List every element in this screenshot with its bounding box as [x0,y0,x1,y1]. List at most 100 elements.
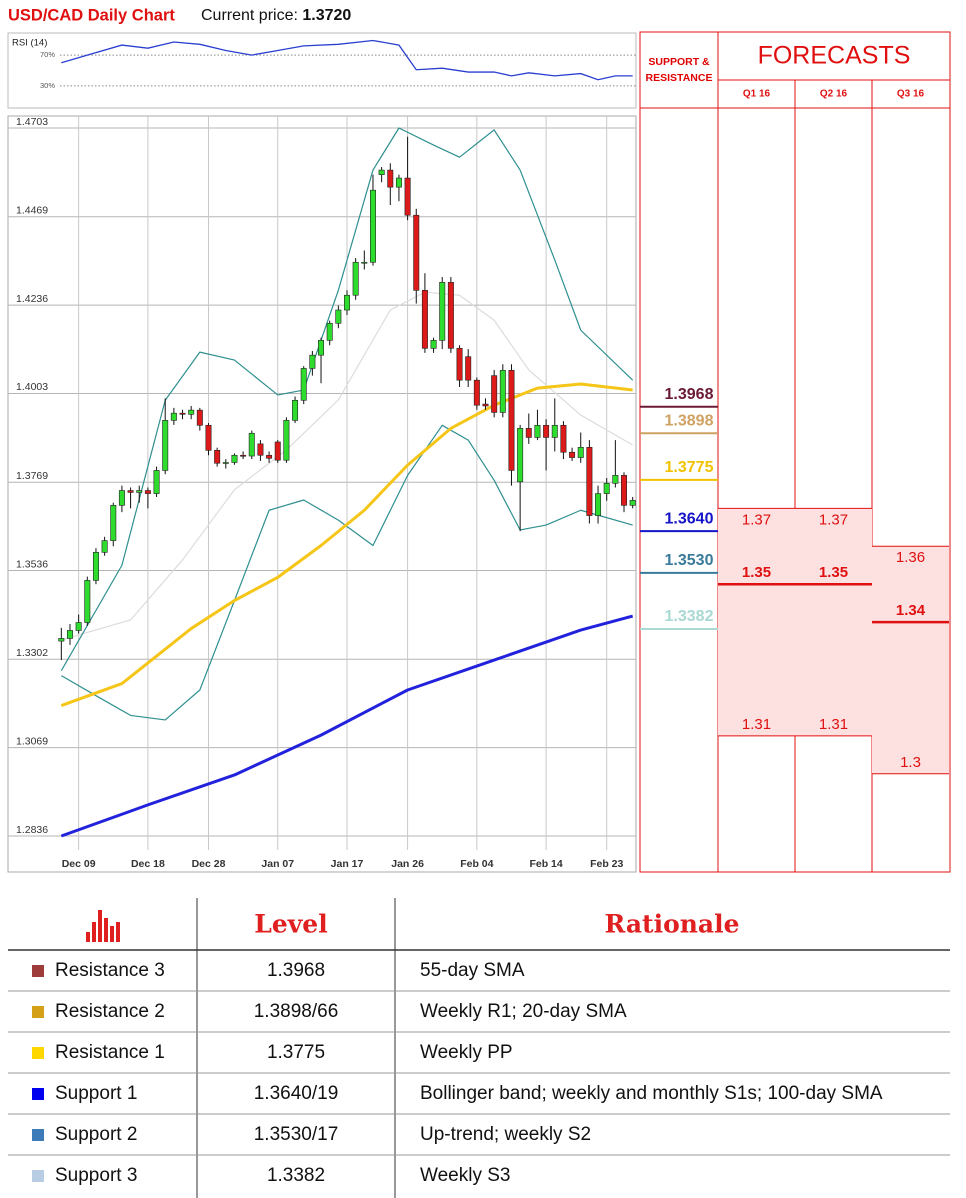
sr-title: SUPPORT & RESISTANCE [645,56,713,84]
y-tick-label: 1.4703 [16,116,48,128]
row-name: Support 1 [55,1083,137,1104]
table-icon [86,910,120,942]
legend-swatch [32,1170,44,1182]
icon-bar [110,926,114,942]
sr-title-box: SUPPORT & RESISTANCE [645,56,713,84]
candle-body [110,505,117,541]
candle-body [118,490,125,506]
candle-body [569,451,576,458]
candle-body [248,432,255,457]
x-tick-label: Dec 18 [131,858,165,870]
sr-level-label: 1.3775 [665,459,714,476]
y-tick-label: 1.3536 [16,558,48,570]
x-tick-label: Feb 23 [590,858,623,870]
row-name: Support 3 [55,1165,137,1186]
candle-body [482,403,489,407]
row-level: 1.3382 [267,1165,325,1186]
candle-body [395,177,402,188]
row-name: Resistance 2 [55,1001,165,1022]
row-name: Resistance 3 [55,960,165,981]
forecast-high-label: 1.36 [896,549,925,566]
candle-body [179,412,186,415]
row-rationale: Up-trend; weekly S2 [420,1124,591,1145]
candle-body [508,370,515,471]
legend-swatch [32,1088,44,1100]
row-rationale: Weekly R1; 20-day SMA [420,1001,627,1022]
sr-level-label: 1.3898 [665,412,714,429]
quarter-label: Q1 16 [743,89,771,100]
x-tick-label: Dec 28 [192,858,226,870]
sr-level-label: 1.3382 [665,608,714,625]
row-rationale: Weekly S3 [420,1165,510,1186]
icon-bar [98,910,102,942]
candle-body [430,340,437,349]
candle-body [300,368,307,401]
forecast-range [718,508,795,736]
x-tick-label: Jan 26 [391,858,424,870]
candle-body [603,483,610,494]
candle-body [196,409,203,426]
candle-body [621,475,627,506]
candle-body [499,370,506,413]
candle-body [361,261,368,264]
candle-body [465,356,472,381]
x-tick-label: Feb 04 [460,858,493,870]
candle-body [326,322,333,341]
row-rationale: 55-day SMA [420,960,525,981]
forecast-range [872,546,949,774]
quarter-label: Q3 16 [897,89,925,100]
x-tick-label: Jan 17 [331,858,364,870]
candle-body [144,490,151,494]
plot-frame [7,115,637,873]
candle-body [283,420,290,461]
legend-swatch [32,965,44,977]
forecast-mid-label: 1.35 [742,564,771,581]
y-tick-label: 1.3302 [16,647,48,659]
candle-body [274,441,281,461]
candle-body [551,425,558,438]
x-tick-label: Jan 07 [261,858,294,870]
icon-bar [104,918,108,942]
candle-body [231,454,238,463]
candle-body [84,580,91,623]
candle-body [58,638,65,642]
candle-body [517,428,524,483]
row-level: 1.3775 [267,1042,325,1063]
forecast-low-label: 1.31 [742,716,771,733]
candle-body [240,454,247,457]
quarter-label: Q2 16 [820,89,848,100]
candle-body [67,630,73,639]
x-tick-label: Dec 09 [62,858,96,870]
y-tick-label: 1.2836 [16,824,48,836]
forecasts-title: FORECASTS [758,42,911,70]
forecast-mid-label: 1.35 [819,564,848,581]
y-tick-label: 1.3769 [16,470,48,482]
candle-body [318,340,325,356]
candle-body [257,443,264,456]
icon-bar [92,922,96,942]
candle-body [378,169,385,175]
candle-body [421,290,428,349]
forecast-high-label: 1.37 [819,511,848,528]
legend-swatch [32,1006,44,1018]
row-rationale: Bollinger band; weekly and monthly S1s; … [420,1083,883,1104]
rsi-frame [7,32,637,109]
y-tick-label: 1.4236 [16,293,48,305]
chart-title: USD/CAD Daily Chart [8,6,175,24]
candle-body [205,425,212,451]
candle-body [629,500,636,506]
sr-level-label: 1.3968 [665,386,714,403]
price-label: Current price: [201,7,298,24]
row-rationale: Weekly PP [420,1042,513,1063]
y-tick-label: 1.3069 [16,735,48,747]
candle-body [75,622,82,631]
candle-body [586,447,593,516]
legend-swatch [32,1047,44,1059]
candle-body [560,425,567,453]
row-level: 1.3968 [267,960,325,981]
candle-body [491,375,498,413]
table-grid [8,898,950,1198]
